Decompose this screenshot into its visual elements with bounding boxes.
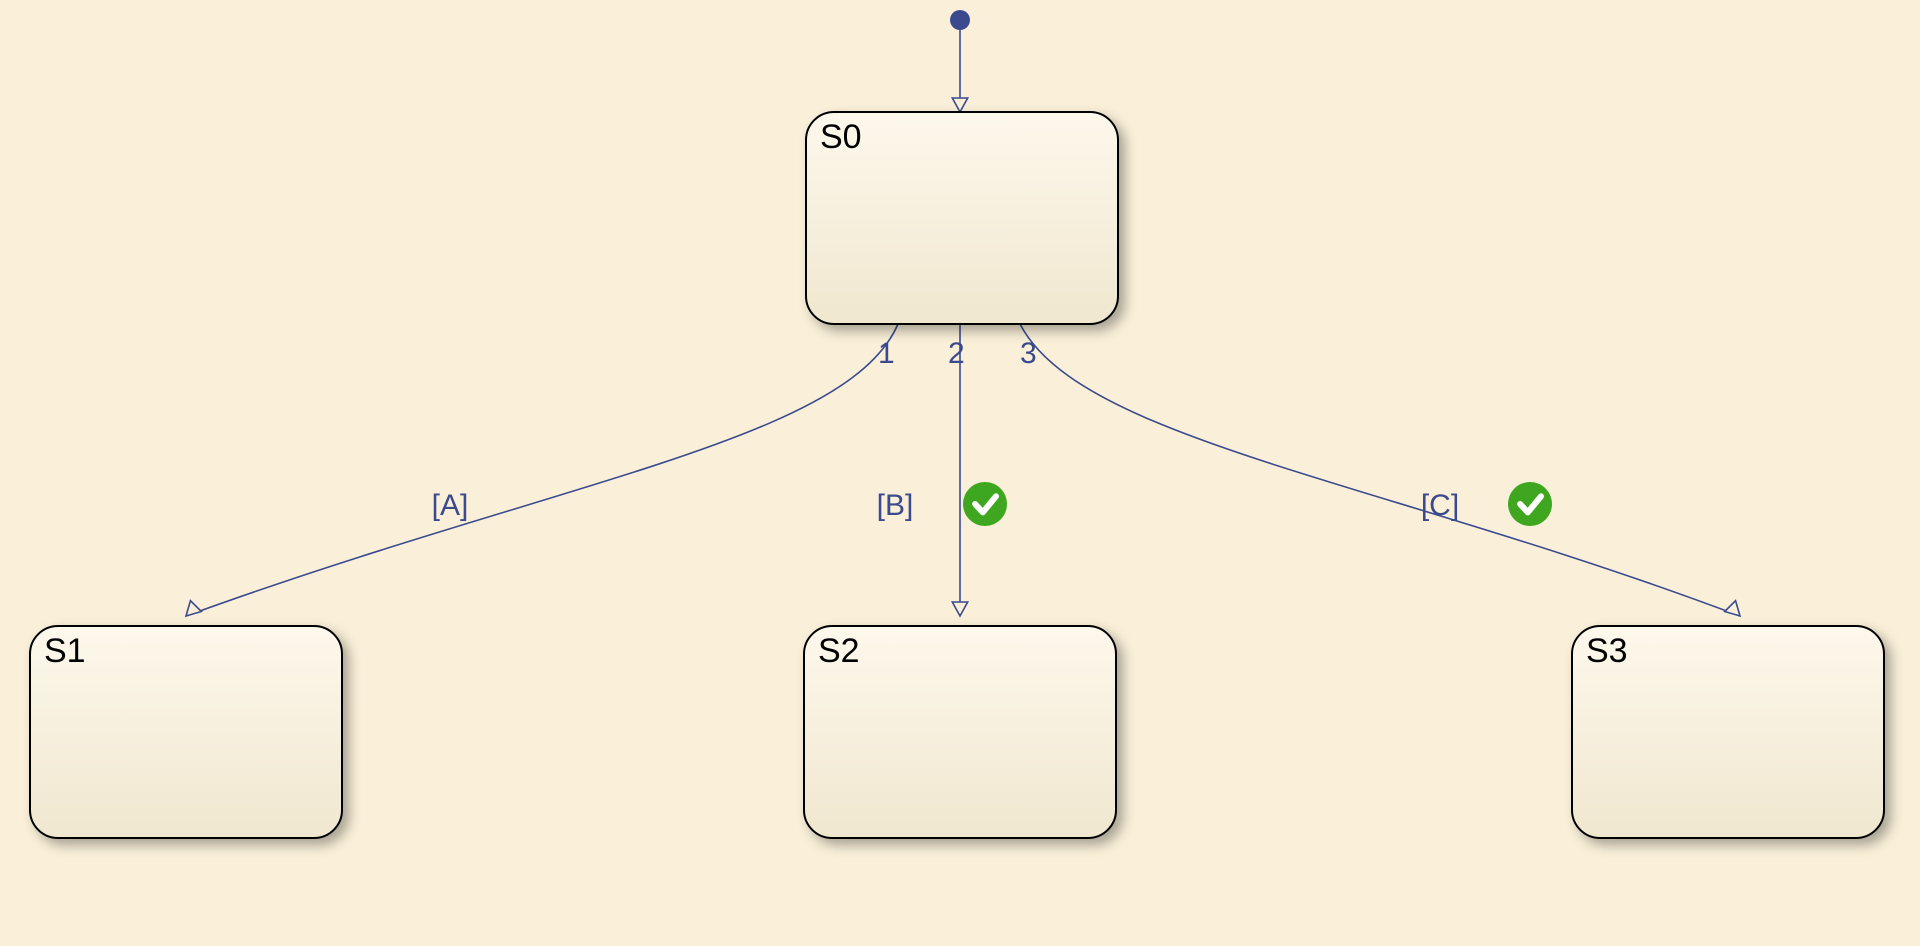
statechart-canvas: 1 [A] 2 [B] 3 [C] S0 S1 S2 S3 <box>0 0 1920 946</box>
state-node-S1-label: S1 <box>44 632 86 670</box>
state-node-S0[interactable]: S0 <box>806 112 1118 324</box>
state-node-S2[interactable]: S2 <box>804 626 1116 838</box>
state-node-S3-label: S3 <box>1586 632 1628 670</box>
transition-e3-port-label: 3 <box>1020 337 1037 370</box>
state-node-S1[interactable]: S1 <box>30 626 342 838</box>
state-node-S3[interactable]: S3 <box>1572 626 1884 838</box>
transition-e1-condition-label: [A] <box>432 489 469 522</box>
check-badge-icon <box>1508 482 1552 526</box>
state-node-S0-label: S0 <box>820 118 862 156</box>
initial-state-icon <box>950 10 970 30</box>
transition-e3-condition-label: [C] <box>1421 489 1459 522</box>
check-badge-icon <box>963 482 1007 526</box>
transition-e1-port-label: 1 <box>878 337 895 370</box>
transition-e2-condition-label: [B] <box>877 489 914 522</box>
state-node-S2-label: S2 <box>818 632 860 670</box>
transition-e2-port-label: 2 <box>948 337 965 370</box>
